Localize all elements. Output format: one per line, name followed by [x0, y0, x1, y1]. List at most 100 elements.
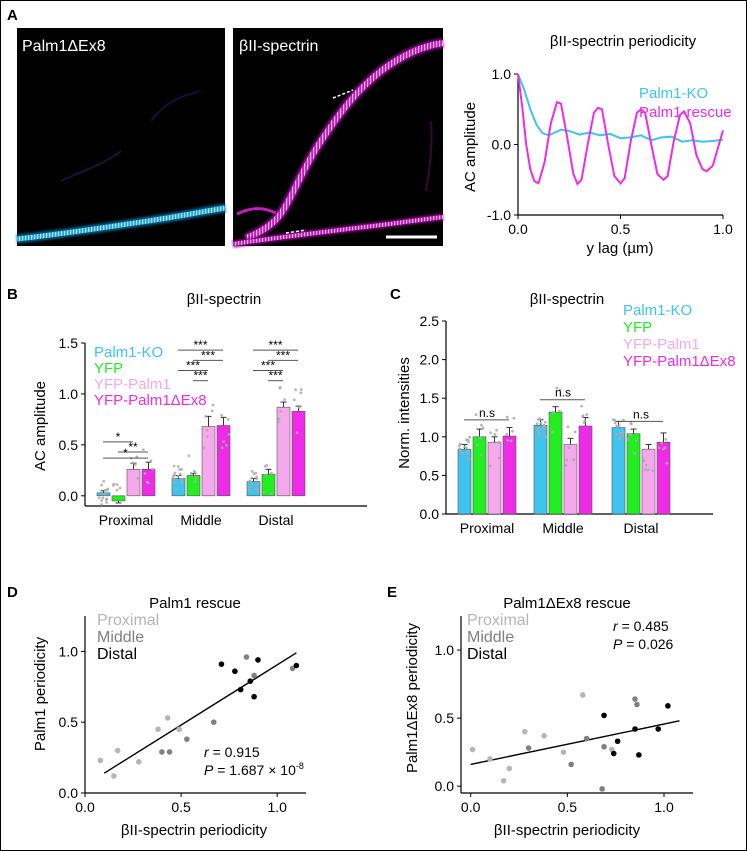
chart-e-point-proximal — [500, 777, 507, 784]
chart-b-datapoint — [97, 496, 101, 500]
chart-c-datapoint — [479, 453, 483, 457]
chart-c-ytick-label: 2.5 — [420, 313, 440, 329]
chart-b-datapoint — [255, 477, 259, 481]
chart-b-datapoint — [136, 476, 140, 480]
chart-c-legend-4: YFP-Palm1ΔEx8 — [623, 353, 736, 370]
chart-e-point-middle — [599, 786, 605, 792]
chart-b-bar — [171, 478, 186, 497]
chart-b-datapoint — [278, 386, 282, 390]
chart-b-title: βII-spectrin — [187, 291, 261, 308]
chart-d-legend-proximal: Proximal — [97, 612, 159, 629]
chart-b-bar — [186, 475, 201, 497]
chart-e-point-distal — [636, 752, 642, 758]
chart-c-datapoint — [581, 414, 585, 418]
chart-d-stat-p: P = 1.687 × 10-8 — [204, 761, 304, 778]
chart-c-bar — [626, 433, 641, 515]
chart-b-datapoint — [105, 501, 108, 504]
chart-c-datapoint — [489, 431, 493, 435]
chart-b-datapoint — [145, 480, 149, 484]
chart-b-datapoint — [180, 478, 184, 481]
chart-b-datapoint — [202, 446, 206, 449]
chart-b-datapoint — [279, 409, 283, 413]
chart-b-bar — [111, 495, 126, 502]
chart-d-point-distal — [247, 678, 254, 684]
chart-d-point-proximal — [136, 759, 142, 765]
chart-d-point-proximal — [164, 715, 171, 721]
chart-b-bar — [126, 469, 141, 497]
chart-c-datapoint — [535, 422, 539, 426]
panel-letter-d: D — [7, 584, 18, 601]
chart-e-point-proximal — [560, 749, 567, 755]
panel-letter-a: A — [7, 7, 18, 24]
chart-b-sig-label: *** — [276, 348, 290, 362]
chart-c-datapoint — [642, 459, 646, 463]
chart-b-datapoint — [175, 487, 178, 491]
chart-e-point-middle — [632, 696, 638, 702]
chart-e-xtick-label: 0.0 — [461, 799, 481, 815]
chart-c-datapoint — [651, 469, 654, 472]
chart-c-bar — [472, 436, 487, 515]
chart-d-xtick-label: 1.0 — [267, 799, 287, 815]
chart-b-datapoint — [103, 488, 107, 492]
chart-a-xtick-label: 1.0 — [713, 221, 733, 237]
chart-c-datapoint — [468, 435, 472, 439]
chart-a-xtick-label: 0.5 — [611, 221, 631, 237]
image-label-palm1dex8: Palm1ΔEx8 — [22, 38, 106, 55]
chart-d-regression-line — [103, 652, 297, 774]
chart-b-datapoint — [100, 503, 103, 506]
chart-c-datapoint — [660, 441, 664, 445]
chart-b-datapoint — [227, 433, 231, 436]
chart-e-legend-distal: Distal — [467, 646, 507, 663]
chart-c-datapoint — [509, 439, 513, 443]
chart-c-bar — [578, 425, 593, 515]
chart-d-point-distal — [218, 661, 225, 667]
chart-b-datapoint — [116, 519, 119, 523]
chart-b-datapoint — [100, 483, 104, 487]
chart-e-point-middle — [601, 743, 607, 750]
chart-a-xtick-label: 0.0 — [508, 221, 528, 237]
chart-c-datapoint — [505, 415, 509, 419]
chart-c-ytick-label: 1.5 — [420, 390, 440, 406]
chart-c-datapoint — [564, 463, 568, 467]
chart-b-sig-label: * — [123, 446, 128, 460]
chart-a-ytick-label: 1.0 — [492, 66, 512, 82]
chart-d-point-middle — [289, 665, 296, 672]
chart-b-datapoint — [299, 391, 303, 395]
chart-e-xtick-label: 1.0 — [654, 799, 674, 815]
chart-c-datapoint — [495, 428, 498, 432]
chart-c-datapoint — [646, 468, 650, 472]
chart-c-category-label: Distal — [623, 520, 658, 536]
chart-c-sig-label: n.s — [633, 407, 649, 421]
chart-c-datapoint — [512, 416, 516, 420]
chart-c-datapoint — [461, 452, 465, 455]
chart-c-datapoint — [551, 430, 554, 434]
chart-c-datapoint — [505, 433, 509, 436]
chart-b-category-label: Distal — [258, 512, 293, 528]
chart-a-ytick-label: 0.0 — [492, 137, 512, 153]
chart-e-legend-middle: Middle — [467, 629, 514, 646]
chart-b-datapoint — [193, 480, 197, 483]
chart-b-ac-amplitude: βII-spectrin AC amplitude Palm1-KO YFP Y… — [32, 291, 367, 528]
chart-c-datapoint — [478, 436, 482, 440]
chart-c-datapoint — [626, 438, 630, 441]
chart-c-datapoint — [476, 443, 479, 447]
chart-b-ytick-label: 1.5 — [59, 335, 79, 351]
chart-c-ytick-label: 0.0 — [420, 506, 440, 522]
chart-b-datapoint — [250, 476, 254, 480]
chart-d-xlabel: βII-spectrin periodicity — [121, 822, 268, 839]
chart-c-category-label: Proximal — [460, 520, 514, 536]
chart-b-sig-label: *** — [193, 369, 207, 383]
chart-b-legend-2: YFP — [94, 360, 123, 377]
chart-e-point-distal — [610, 750, 617, 757]
chart-b-datapoint — [118, 486, 122, 490]
chart-c-datapoint — [583, 419, 587, 422]
chart-c-datapoint — [621, 431, 624, 435]
chart-c-datapoint — [613, 418, 616, 422]
chart-b-datapoint — [205, 428, 209, 432]
micrograph-palm1dex8: Palm1ΔEx8 — [16, 28, 226, 246]
chart-c-datapoint — [466, 438, 470, 442]
chart-c-datapoint — [481, 426, 485, 430]
chart-b-datapoint — [149, 459, 153, 463]
chart-d-ytick-label: 1.0 — [59, 643, 79, 659]
